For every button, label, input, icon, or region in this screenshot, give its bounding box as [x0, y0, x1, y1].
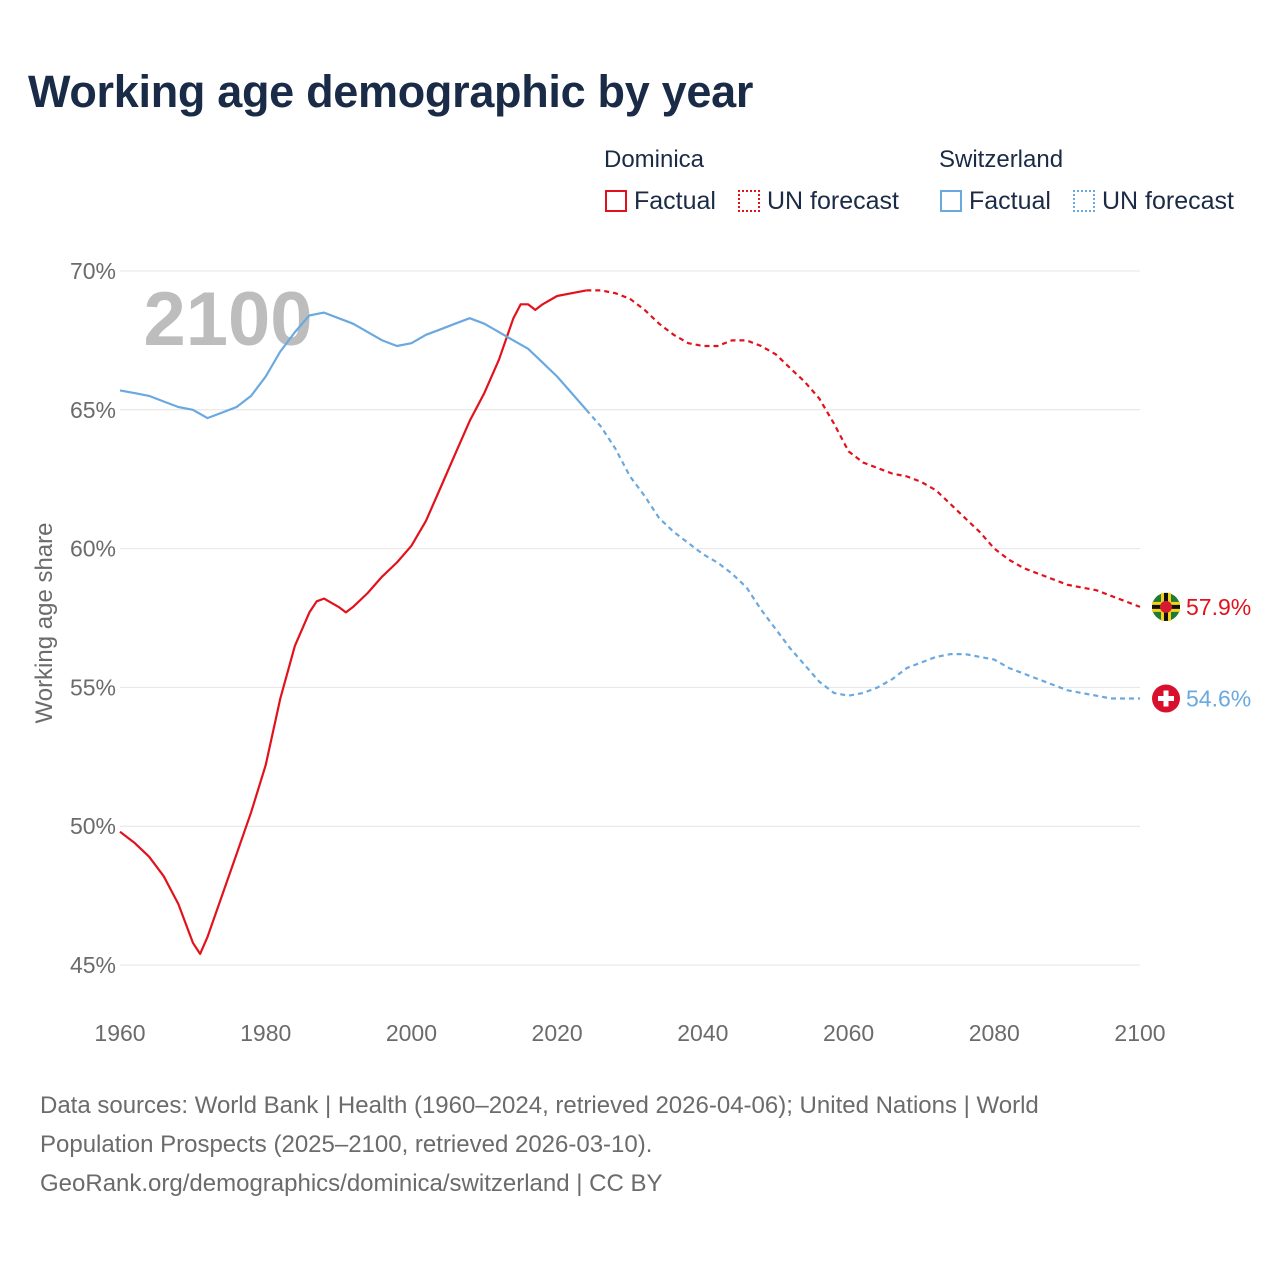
legend-dominica-forecast[interactable]: UN forecast	[738, 186, 899, 216]
switzerland-flag-icon	[1152, 684, 1180, 713]
legend-label: Factual	[634, 186, 716, 215]
end-value-label-switzerland: 54.6%	[1186, 686, 1251, 712]
x-tick-label: 2100	[1114, 1020, 1165, 1046]
legend-swatch-switzerland-factual	[940, 190, 962, 212]
legend-dominica-factual[interactable]: Factual	[605, 186, 716, 216]
legend-switzerland-forecast[interactable]: UN forecast	[1073, 186, 1234, 216]
x-tick-label: 2060	[823, 1020, 874, 1046]
x-tick-label: 2080	[969, 1020, 1020, 1046]
footer-line: Data sources: World Bank | Health (1960–…	[40, 1092, 1039, 1119]
legend-label: UN forecast	[767, 186, 899, 215]
y-axis-label: Working age share	[31, 523, 58, 724]
dominica-flag-icon	[1152, 592, 1180, 621]
chart-title: Working age demographic by year	[28, 66, 754, 117]
series-line-dominica-factual	[119, 289, 587, 955]
legend-label: UN forecast	[1102, 186, 1234, 215]
gridlines	[120, 270, 1140, 966]
end-markers: 57.9% 54.6%	[1152, 592, 1251, 713]
y-tick-label: 50%	[70, 813, 116, 839]
series-line-switzerland-factual	[119, 311, 588, 420]
x-tick-label: 2040	[677, 1020, 728, 1046]
line-chart: 2100 45% 50% 55% 60% 65% 70% 1960 1980 2000 2020…	[31, 258, 1251, 1046]
legend-swatch-switzerland-forecast	[1073, 190, 1095, 212]
series-lines	[119, 289, 1141, 955]
x-tick-label: 2020	[532, 1020, 583, 1046]
y-tick-label: 70%	[70, 258, 116, 284]
legend-swatch-dominica-forecast	[738, 190, 760, 212]
y-axis-ticks: 45% 50% 55% 60% 65% 70%	[70, 258, 116, 978]
legend-label: Factual	[969, 186, 1051, 215]
footer-sources: Data sources: World Bank | Health (1960–…	[40, 1086, 1220, 1203]
y-tick-label: 55%	[70, 674, 116, 700]
x-axis-ticks: 1960 1980 2000 2020 2040 2060 2080 2100	[94, 1020, 1165, 1046]
footer-line: Population Prospects (2025–2100, retriev…	[40, 1131, 653, 1158]
year-watermark: 2100	[143, 277, 312, 362]
x-tick-label: 1960	[94, 1020, 145, 1046]
series-line-dominica-forecast	[586, 289, 1141, 608]
legend-switzerland-factual[interactable]: Factual	[940, 186, 1051, 216]
series-line-switzerland-forecast	[585, 409, 1140, 700]
footer-line: GeoRank.org/demographics/dominica/switze…	[40, 1170, 663, 1197]
x-tick-label: 1980	[240, 1020, 291, 1046]
legend-group-dominica: Dominica	[604, 146, 705, 173]
legend-group-switzerland: Switzerland	[939, 146, 1064, 173]
y-tick-label: 60%	[70, 536, 116, 562]
end-value-label-dominica: 57.9%	[1186, 594, 1251, 620]
y-tick-label: 65%	[70, 397, 116, 423]
y-tick-label: 45%	[70, 952, 116, 978]
x-tick-label: 2000	[386, 1020, 437, 1046]
legend-swatch-dominica-factual	[605, 190, 627, 212]
